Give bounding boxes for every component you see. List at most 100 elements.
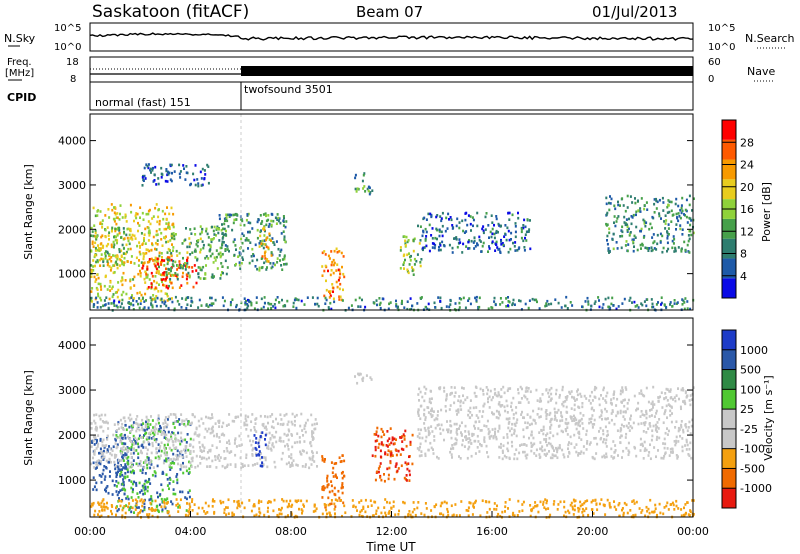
- data-cell: [258, 269, 261, 272]
- data-cell: [376, 470, 379, 474]
- data-cell: [139, 244, 142, 248]
- data-cell: [298, 436, 301, 439]
- data-cell: [360, 509, 363, 512]
- data-cell: [332, 286, 335, 290]
- data-cell: [222, 227, 225, 231]
- data-cell: [265, 245, 268, 249]
- data-cell: [612, 232, 615, 236]
- data-cell: [104, 488, 107, 492]
- data-cell: [101, 509, 104, 512]
- data-cell: [175, 475, 178, 478]
- data-cell: [127, 301, 130, 305]
- data-cell: [122, 445, 125, 449]
- data-cell: [660, 301, 663, 305]
- data-cell: [446, 507, 449, 511]
- data-cell: [108, 265, 111, 268]
- data-cell: [229, 301, 232, 304]
- data-cell: [148, 507, 151, 511]
- data-cell: [291, 461, 294, 465]
- data-cell: [526, 218, 529, 221]
- data-cell: [424, 305, 427, 309]
- data-cell: [558, 446, 561, 450]
- data-cell: [683, 301, 686, 304]
- data-cell: [233, 420, 236, 423]
- data-cell: [586, 442, 589, 445]
- data-cell: [390, 452, 393, 455]
- data-cell: [565, 429, 568, 433]
- data-cell: [622, 204, 625, 207]
- data-cell: [604, 297, 607, 301]
- data-cell: [688, 399, 691, 402]
- data-cell: [625, 388, 628, 391]
- data-cell: [638, 507, 641, 510]
- data-cell: [125, 233, 128, 237]
- data-cell: [672, 398, 675, 401]
- data-cell: [547, 507, 550, 510]
- data-cell: [100, 450, 103, 454]
- data-cell: [107, 208, 110, 211]
- data-cell: [176, 456, 179, 460]
- data-cell: [593, 457, 596, 461]
- data-cell: [687, 239, 690, 243]
- data-cell: [256, 267, 259, 271]
- data-cell: [451, 246, 454, 250]
- data-cell: [159, 424, 162, 428]
- data-cell: [529, 219, 532, 222]
- data-cell: [113, 460, 116, 464]
- data-cell: [507, 211, 510, 215]
- data-cell: [183, 262, 186, 265]
- data-cell: [323, 250, 326, 253]
- data-cell: [115, 454, 118, 457]
- data-cell: [167, 173, 170, 176]
- data-cell: [681, 387, 684, 390]
- data-cell: [550, 418, 553, 421]
- data-cell: [640, 302, 643, 306]
- data-cell: [175, 416, 178, 419]
- data-cell: [536, 504, 539, 507]
- data-cell: [113, 243, 116, 247]
- data-cell: [311, 423, 314, 427]
- data-cell: [270, 306, 273, 310]
- data-cell: [334, 473, 337, 477]
- data-cell: [179, 468, 182, 471]
- data-cell: [570, 407, 573, 410]
- data-cell: [161, 300, 164, 304]
- noise-right-tick-bottom: 10^0: [708, 42, 735, 53]
- data-cell: [102, 438, 105, 442]
- data-cell: [177, 420, 180, 423]
- data-cell: [106, 485, 109, 488]
- data-cell: [430, 415, 433, 419]
- data-cell: [163, 264, 166, 267]
- data-cell: [686, 443, 689, 447]
- data-cell: [179, 442, 182, 446]
- data-cell: [126, 260, 129, 263]
- data-cell: [227, 512, 230, 516]
- data-cell: [504, 409, 507, 413]
- data-cell: [397, 513, 400, 516]
- data-cell: [239, 504, 242, 508]
- data-cell: [144, 281, 147, 284]
- data-cell: [246, 303, 249, 306]
- data-cell: [524, 302, 527, 306]
- data-cell: [510, 231, 513, 235]
- data-cell: [110, 259, 113, 263]
- data-cell: [565, 418, 568, 421]
- data-cell: [138, 481, 141, 485]
- data-cell: [97, 276, 100, 280]
- data-cell: [137, 272, 140, 276]
- data-cell: [293, 423, 296, 427]
- data-cell: [215, 228, 218, 232]
- data-cell: [126, 475, 129, 478]
- data-cell: [207, 257, 210, 260]
- noise-sky-trace: [89, 32, 694, 41]
- data-cell: [554, 414, 557, 418]
- data-cell: [647, 507, 650, 511]
- data-cell: [533, 298, 536, 302]
- data-cell: [254, 463, 257, 466]
- data-cell: [355, 190, 358, 193]
- data-cell: [117, 421, 120, 424]
- data-cell: [433, 246, 436, 250]
- data-cell: [581, 503, 584, 507]
- data-cell: [490, 306, 493, 309]
- data-cell: [365, 374, 368, 377]
